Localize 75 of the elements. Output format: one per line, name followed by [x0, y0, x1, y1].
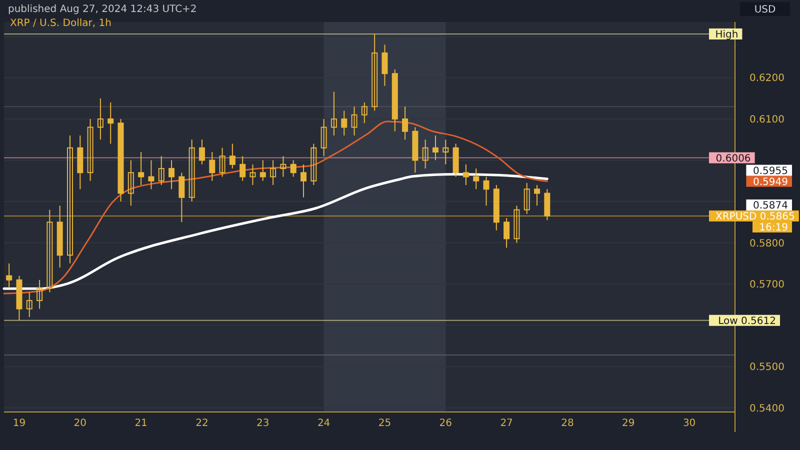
candlestick: [260, 160, 266, 182]
ref-line-label: 0.6006: [716, 153, 751, 164]
candlestick: [330, 91, 337, 136]
candlestick: [26, 292, 32, 318]
candlestick: [138, 152, 144, 186]
candlestick: [128, 160, 134, 206]
text: 0.5874: [753, 200, 788, 212]
candlestick: [483, 176, 490, 206]
candlestick: [402, 106, 408, 140]
candlestick: [514, 205, 520, 244]
candlestick: [310, 143, 317, 186]
x-tick-label: 22: [196, 418, 208, 429]
x-tick-label: 26: [439, 418, 452, 429]
ref-line-label: Low 0.5612: [718, 316, 776, 327]
ref-line-label: High: [715, 29, 738, 40]
x-tick-label: 28: [561, 418, 574, 429]
candlestick: [168, 160, 175, 190]
candlestick: [544, 188, 550, 221]
candlestick: [280, 156, 286, 178]
text: 0.5955: [753, 166, 788, 177]
candlestick: [240, 156, 246, 182]
candlestick: [148, 160, 154, 190]
candlestick: [209, 152, 216, 182]
y-tick-label: 0.5700: [750, 280, 784, 291]
y-tick-label: 0.6200: [750, 73, 784, 84]
candlestick: [158, 156, 164, 186]
text: 16:19: [759, 222, 788, 234]
candlestick: [361, 102, 368, 124]
candlestick: [341, 110, 348, 136]
candlestick: [524, 182, 530, 214]
candlestick: [270, 160, 276, 186]
candlestick: [198, 139, 205, 165]
x-tick-label: 20: [74, 418, 87, 429]
x-tick-label: 30: [682, 418, 696, 429]
candlestick: [372, 33, 378, 112]
ref-line-label: XRPUSD 0.5865: [716, 211, 795, 222]
x-tick-label: 19: [12, 418, 26, 429]
y-tick-label: 0.5500: [750, 362, 784, 374]
candlestick: [442, 139, 449, 165]
candlestick: [534, 184, 540, 206]
candlestick: [300, 164, 307, 198]
x-tick-label: 29: [622, 418, 635, 429]
x-tick-label: 27: [500, 418, 513, 429]
y-tick-label: 0.5800: [750, 238, 784, 250]
candlestick: [422, 139, 428, 170]
candlestick: [473, 168, 480, 190]
candlestick: [229, 143, 236, 170]
candlestick: [382, 44, 388, 86]
candlestick: [178, 172, 185, 223]
candlestick: [97, 98, 104, 140]
y-tick-label: 0.5400: [750, 403, 784, 414]
candlestick: [219, 147, 226, 178]
candlestick: [504, 218, 510, 248]
x-tick-label: 24: [317, 418, 330, 429]
candlestick: [432, 134, 438, 161]
candlestick: [320, 118, 327, 157]
candlestick: [6, 262, 12, 289]
x-tick-label: 25: [378, 418, 392, 429]
y-tick-label: 0.6100: [750, 114, 784, 126]
x-tick-label: 23: [256, 418, 270, 429]
text: 0.5949: [753, 176, 788, 188]
candlestick: [462, 164, 469, 186]
candlestick: [87, 118, 94, 182]
candlestick: [108, 102, 114, 144]
candlestick: [66, 134, 73, 264]
candlestick: [188, 139, 195, 202]
candlestick: [46, 209, 53, 293]
chart-subtitle: published Aug 27, 2024 12:43 UTC+2: [8, 4, 197, 15]
candlestick: [351, 106, 358, 136]
x-tick-label: 21: [134, 418, 148, 429]
candlestick: [36, 279, 43, 310]
y-axis-title: USD: [754, 4, 776, 16]
chart-title: XRP / U.S. Dollar, 1h: [10, 18, 112, 29]
candlestick: [290, 160, 296, 178]
candlestick: [250, 164, 256, 186]
